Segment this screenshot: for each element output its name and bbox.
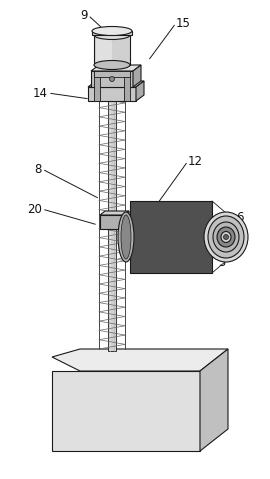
Ellipse shape	[213, 222, 239, 252]
Bar	[108, 84, 116, 351]
Ellipse shape	[94, 60, 130, 69]
Polygon shape	[200, 349, 228, 451]
Polygon shape	[100, 211, 129, 215]
Bar	[91, 71, 133, 87]
Text: 14: 14	[33, 87, 48, 100]
Bar	[94, 35, 130, 65]
Bar	[94, 71, 100, 101]
Text: 15: 15	[176, 16, 191, 30]
Bar	[96, 35, 112, 65]
Polygon shape	[91, 65, 141, 71]
Bar	[92, 31, 132, 35]
Text: 5: 5	[218, 256, 225, 270]
Polygon shape	[133, 65, 141, 87]
Ellipse shape	[204, 212, 248, 262]
Polygon shape	[52, 371, 200, 451]
Bar	[94, 71, 130, 77]
Bar	[124, 71, 130, 101]
Ellipse shape	[94, 31, 130, 39]
Text: 6: 6	[236, 210, 244, 224]
Text: 12: 12	[188, 155, 203, 168]
Polygon shape	[136, 81, 144, 101]
Bar	[88, 87, 136, 101]
Text: 20: 20	[27, 203, 42, 216]
Text: 8: 8	[35, 162, 42, 175]
Polygon shape	[52, 349, 228, 371]
Ellipse shape	[110, 77, 114, 81]
Ellipse shape	[208, 216, 244, 258]
Bar	[100, 215, 124, 229]
Ellipse shape	[118, 212, 134, 262]
Bar	[130, 201, 212, 273]
Polygon shape	[88, 81, 144, 87]
Ellipse shape	[217, 227, 235, 247]
Ellipse shape	[92, 26, 132, 35]
Polygon shape	[124, 211, 129, 229]
Ellipse shape	[121, 215, 131, 259]
Ellipse shape	[221, 231, 231, 242]
Text: 9: 9	[80, 9, 88, 22]
Ellipse shape	[224, 235, 228, 240]
